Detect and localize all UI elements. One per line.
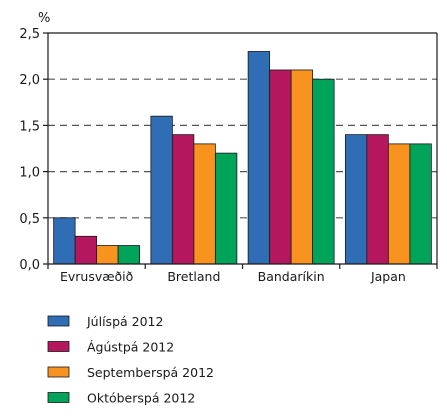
axes — [43, 32, 438, 269]
bar-3-2 — [387, 143, 411, 265]
category-label-0: Evrusvæðið — [60, 269, 133, 284]
bar-3-0 — [344, 134, 368, 265]
bar-1-0 — [150, 115, 173, 265]
legend-swatch-3 — [47, 392, 70, 403]
legend-swatch-0 — [47, 315, 70, 327]
y-tick-label-3: 1,5 — [19, 119, 40, 134]
y-tick-labels: 0,0 0,5 1,0 1,5 2,0 2,5 — [19, 27, 40, 273]
legend-swatch-2 — [47, 366, 70, 378]
bar-0-2 — [96, 245, 119, 265]
bar-2-3 — [312, 78, 335, 265]
bar-2-0 — [247, 51, 271, 265]
x-category-labels: Evrusvæðið Bretland Bandaríkin Japan — [60, 269, 406, 284]
y-tick-label-0: 0,0 — [19, 258, 40, 273]
bar-3-1 — [366, 134, 389, 265]
y-tick-label-5: 2,5 — [19, 27, 40, 42]
y-tick-label-4: 2,0 — [19, 73, 40, 88]
bar-0-3 — [117, 245, 141, 265]
legend-swatch-1 — [47, 341, 70, 352]
bar-1-2 — [193, 143, 216, 265]
y-tick-label-2: 1,0 — [19, 166, 40, 181]
y-axis-unit-label: % — [38, 11, 50, 26]
legend-label-2: Septemberspá 2012 — [87, 365, 214, 380]
legend-label-1: Ágústpá 2012 — [87, 340, 174, 355]
legend: Júlíspá 2012 Ágústpá 2012 Septemberspá 201… — [47, 314, 214, 406]
category-label-2: Bandaríkin — [258, 269, 325, 284]
y-tick-label-1: 0,5 — [19, 212, 40, 227]
bar-3-3 — [409, 143, 432, 265]
bar-0-1 — [74, 235, 98, 265]
legend-label-3: Októberspá 2012 — [87, 391, 195, 406]
bar-2-1 — [269, 69, 292, 265]
bar-0-0 — [53, 217, 76, 265]
bar-1-3 — [214, 152, 238, 265]
bar-1-1 — [171, 134, 195, 265]
category-label-3: Japan — [370, 269, 406, 284]
bars — [53, 51, 432, 265]
bar-2-2 — [290, 69, 314, 265]
legend-label-0: Júlíspá 2012 — [86, 314, 163, 329]
category-label-1: Bretland — [167, 269, 220, 284]
